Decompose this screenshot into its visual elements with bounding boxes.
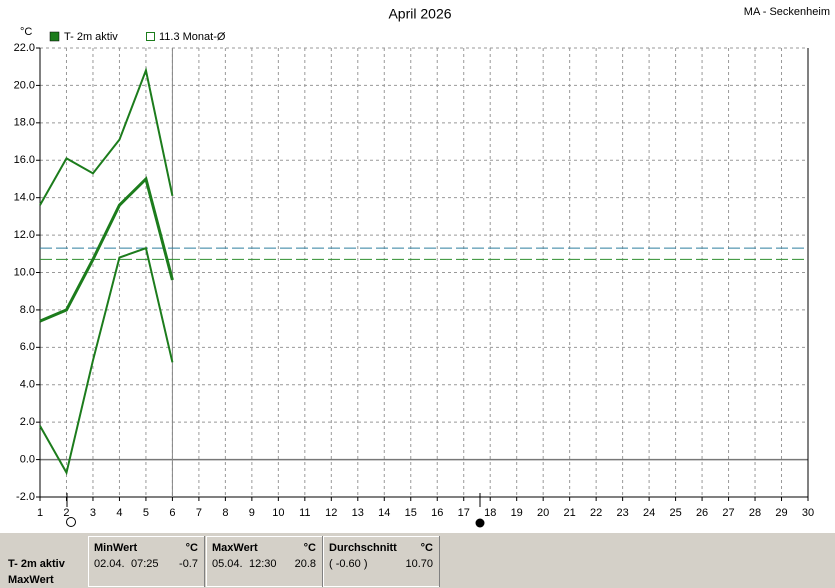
x-tick-label: 20 xyxy=(537,507,549,519)
y-tick-label: 0.0 xyxy=(20,453,35,465)
stats-value: -0.7 xyxy=(179,558,198,570)
stats-title: Durchschnitt xyxy=(329,542,397,554)
series-line xyxy=(39,176,174,323)
x-tick-label: 25 xyxy=(669,507,681,519)
x-tick-label: 28 xyxy=(749,507,761,519)
x-tick-label: 24 xyxy=(643,507,655,519)
stats-title: MaxWert xyxy=(212,542,258,554)
x-tick-label: 18 xyxy=(484,507,496,519)
x-tick-label: 10 xyxy=(272,507,284,519)
legend-swatch xyxy=(146,32,155,41)
y-tick-label: 14.0 xyxy=(14,192,35,204)
stats: T- 2m aktiv MaxWert MinWert °C 02.04. 07:25… xyxy=(8,536,440,587)
x-tick-label: 19 xyxy=(511,507,523,519)
stats-unit: °C xyxy=(421,542,433,554)
stats-row-label: MaxWert xyxy=(8,574,54,586)
x-tick-label: 13 xyxy=(352,507,364,519)
x-tick-label: 12 xyxy=(325,507,337,519)
chart-title: April 2026 xyxy=(388,6,451,22)
y-tick-label: 6.0 xyxy=(20,341,35,353)
x-tick-label: 14 xyxy=(378,507,390,519)
x-tick-label: 5 xyxy=(143,507,149,519)
x-tick-label: 3 xyxy=(90,507,96,519)
y-tick-label: 16.0 xyxy=(14,154,35,166)
y-tick-label: 10.0 xyxy=(14,266,35,278)
x-tick-label: 22 xyxy=(590,507,602,519)
stats-unit: °C xyxy=(304,542,316,554)
stats-value: 10.70 xyxy=(405,558,433,570)
stats-title: MinWert xyxy=(94,542,138,554)
x-tick-label: 7 xyxy=(196,507,202,519)
x-tick-label: 29 xyxy=(775,507,787,519)
x-tick-label: 16 xyxy=(431,507,443,519)
legend-label: T- 2m aktiv xyxy=(64,31,118,43)
y-tick-label: 8.0 xyxy=(20,304,35,316)
stats-unit: °C xyxy=(186,542,198,554)
y-tick-label: 2.0 xyxy=(20,416,35,428)
y-unit: °C xyxy=(20,26,32,38)
stats-date: 02.04. xyxy=(94,558,125,570)
x-tick-label: 27 xyxy=(722,507,734,519)
x-tick-label: 26 xyxy=(696,507,708,519)
new-moon xyxy=(475,518,485,528)
stats-time: 07:25 xyxy=(131,558,159,570)
stats-value: 20.8 xyxy=(295,558,316,570)
x-tick-label: 2 xyxy=(63,507,69,519)
x-tick-label: 17 xyxy=(458,507,470,519)
x-tick-label: 11 xyxy=(299,507,310,519)
stats-date: 05.04. xyxy=(212,558,243,570)
stats-panel xyxy=(0,533,835,588)
y-tick-label: 12.0 xyxy=(14,229,35,241)
x-tick-label: 8 xyxy=(222,507,228,519)
plot: 1 2 3 4 5 6 7 8 9 10 11 12 13 14 15 16 17 18 19 20 21 22 23 24 2… xyxy=(14,42,815,519)
stats-date: ( -0.60 ) xyxy=(329,558,368,570)
x-tick-label: 23 xyxy=(616,507,628,519)
y-tick-label: 20.0 xyxy=(14,79,35,91)
stats-row-label: T- 2m aktiv xyxy=(8,558,66,570)
y-tick-label: 4.0 xyxy=(20,379,35,391)
y-tick-label: -2.0 xyxy=(16,491,35,503)
x-tick-label: 9 xyxy=(249,507,255,519)
y-tick-label: 18.0 xyxy=(14,117,35,129)
series-line xyxy=(39,66,174,206)
x-tick-label: 15 xyxy=(405,507,417,519)
y-tick-label: 22.0 xyxy=(14,42,35,54)
x-tick-label: 6 xyxy=(169,507,175,519)
x-tick-label: 1 xyxy=(37,507,43,519)
legend-label: 11.3 Monat-Ø xyxy=(159,31,226,43)
x-tick-label: 30 xyxy=(802,507,814,519)
stats-time: 12:30 xyxy=(249,558,277,570)
series-line xyxy=(39,246,174,476)
legend-swatch xyxy=(49,31,60,42)
full-moon xyxy=(66,517,76,527)
x-tick-label: 21 xyxy=(564,507,576,519)
station: MA - Seckenheim xyxy=(744,6,830,18)
x-tick-label: 4 xyxy=(116,507,122,519)
